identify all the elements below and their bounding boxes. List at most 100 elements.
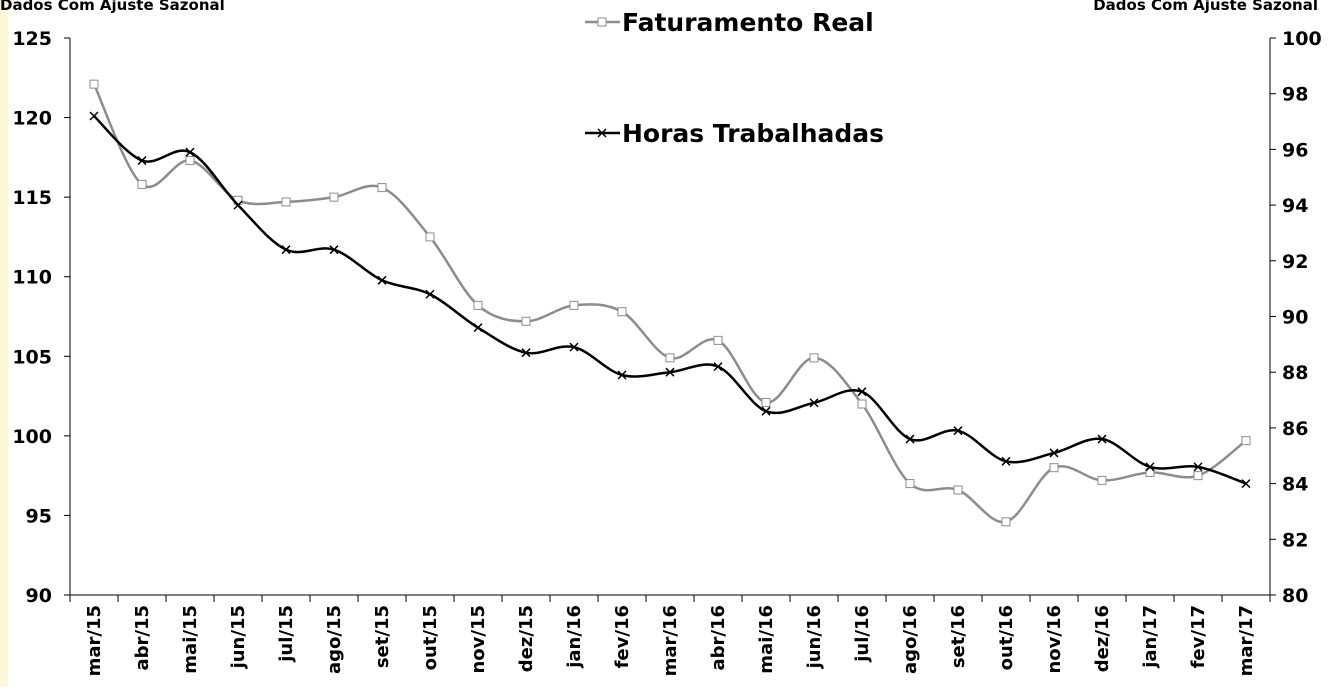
- x-tick-label: nov/16: [1044, 605, 1065, 674]
- x-tick-label: jan/16: [564, 605, 585, 669]
- marker: [1241, 479, 1251, 489]
- marker: [905, 434, 915, 444]
- marker: [713, 362, 723, 372]
- marker: [1001, 456, 1011, 466]
- marker: [89, 79, 99, 89]
- y-tick-label: 90: [26, 585, 52, 607]
- x-tick-label: mai/16: [756, 605, 777, 674]
- y2-tick-label: 80: [1282, 585, 1308, 607]
- marker: [137, 156, 147, 166]
- marker: [233, 200, 243, 210]
- x-tick-label: jul/16: [852, 605, 873, 663]
- y-tick-label: 95: [26, 505, 52, 527]
- x-tick-label: dez/16: [1092, 605, 1113, 672]
- marker: [761, 397, 771, 407]
- marker: [953, 485, 963, 495]
- x-tick-label: nov/15: [468, 605, 489, 674]
- x-tick-label: ago/16: [900, 605, 921, 674]
- marker: [521, 316, 531, 326]
- y-tick-label: 105: [12, 346, 52, 368]
- x-tick-label: jun/16: [804, 605, 825, 669]
- x-tick-label: jul/15: [276, 605, 297, 663]
- y2-tick-label: 86: [1282, 418, 1308, 440]
- y2-tick-label: 92: [1282, 251, 1308, 273]
- marker: [1193, 471, 1203, 481]
- marker: [377, 183, 387, 193]
- x-tick-label: out/16: [996, 605, 1017, 670]
- marker: [185, 147, 195, 157]
- x-tick-label: set/16: [948, 605, 969, 668]
- marker: [1049, 448, 1059, 458]
- y2-tick-label: 96: [1282, 139, 1308, 161]
- y-tick-label: 120: [12, 108, 52, 130]
- marker: [569, 300, 579, 310]
- y2-tick-label: 98: [1282, 84, 1308, 106]
- marker: [569, 342, 579, 352]
- y2-tick-label: 82: [1282, 529, 1308, 551]
- marker: [281, 197, 291, 207]
- marker: [1001, 517, 1011, 527]
- x-tick-label: mar/16: [660, 605, 681, 676]
- marker: [89, 111, 99, 121]
- x-tick-label: jun/15: [228, 605, 249, 669]
- marker: [809, 398, 819, 408]
- x-tick-label: dez/15: [516, 605, 537, 672]
- x-tick-label: jan/17: [1140, 605, 1161, 669]
- x-tick-label: mai/15: [180, 605, 201, 674]
- marker: [617, 307, 627, 317]
- y2-tick-label: 84: [1282, 474, 1308, 496]
- x-tick-label: abr/16: [708, 605, 729, 671]
- y-tick-label: 125: [12, 28, 52, 50]
- marker: [473, 300, 483, 310]
- y2-tick-label: 88: [1282, 362, 1308, 384]
- marker: [953, 426, 963, 436]
- y-tick-label: 115: [12, 187, 52, 209]
- marker: [1145, 462, 1155, 472]
- marker: [665, 367, 675, 377]
- legend-label: Horas Trabalhadas: [622, 119, 884, 148]
- marker: [473, 323, 483, 333]
- marker: [597, 128, 607, 138]
- edge-strip: [0, 0, 8, 686]
- marker: [185, 156, 195, 166]
- marker: [1097, 434, 1107, 444]
- marker: [665, 353, 675, 363]
- marker: [1049, 463, 1059, 473]
- y2-tick-label: 90: [1282, 307, 1308, 329]
- x-tick-label: abr/15: [132, 605, 153, 671]
- legend-label: Faturamento Real: [622, 8, 874, 37]
- marker: [597, 17, 607, 27]
- marker: [617, 370, 627, 380]
- x-tick-label: ago/15: [324, 605, 345, 674]
- marker: [425, 232, 435, 242]
- marker: [137, 179, 147, 189]
- series-line: [92, 83, 1247, 524]
- x-tick-label: out/15: [420, 605, 441, 670]
- marker: [1241, 436, 1251, 446]
- marker: [713, 335, 723, 345]
- marker: [761, 406, 771, 416]
- y-tick-label: 110: [12, 267, 52, 289]
- left-axis-label: Dados Com Ajuste Sazonal: [0, 0, 225, 14]
- x-tick-label: mar/17: [1236, 605, 1257, 676]
- series-line: [93, 115, 1247, 485]
- marker: [329, 245, 339, 255]
- marker: [425, 289, 435, 299]
- right-axis-label: Dados Com Ajuste Sazonal: [1093, 0, 1318, 14]
- marker: [1193, 462, 1203, 472]
- marker: [857, 387, 867, 397]
- marker: [857, 399, 867, 409]
- x-tick-label: mar/15: [84, 605, 105, 676]
- marker: [809, 353, 819, 363]
- x-tick-label: fev/17: [1188, 605, 1209, 668]
- marker: [281, 245, 291, 255]
- marker: [377, 275, 387, 285]
- marker: [1145, 467, 1155, 477]
- x-tick-label: set/15: [372, 605, 393, 668]
- marker: [329, 192, 339, 202]
- y-tick-label: 100: [12, 426, 52, 448]
- y2-tick-label: 100: [1282, 28, 1322, 50]
- marker: [905, 479, 915, 489]
